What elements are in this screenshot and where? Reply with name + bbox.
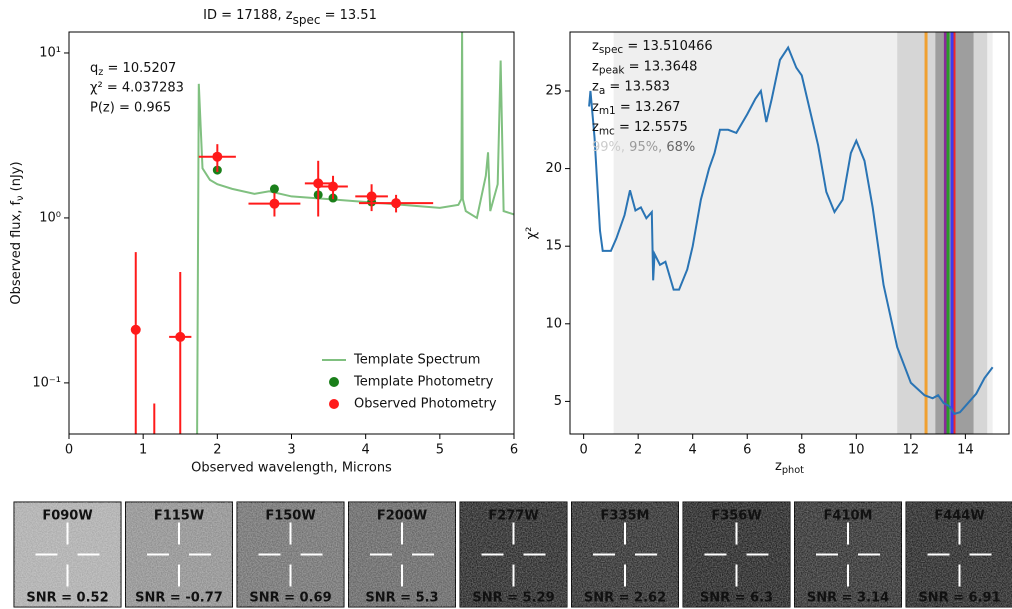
marker-label-rest: = 12.5575: [615, 120, 688, 135]
observed-point: [131, 325, 141, 335]
x-tick-label: 6: [743, 443, 751, 458]
legend-label: Observed Photometry: [354, 397, 497, 412]
x-tick-label: 0: [65, 443, 73, 458]
stamp-filter: F115W: [154, 509, 204, 524]
stamp-snr: SNR = -0.77: [135, 591, 223, 606]
x-tick-label: 14: [957, 443, 974, 458]
y-tick-label: 10⁻¹: [32, 375, 61, 390]
x-tick-label: 2: [213, 443, 221, 458]
chart-title-sub: spec: [293, 12, 321, 26]
stamp-snr: SNR = 6.91: [918, 591, 1000, 606]
stamp-filter: F410M: [824, 509, 873, 524]
annotation-text: q: [90, 61, 98, 76]
observed-point: [212, 152, 222, 162]
y-tick-label: 10¹: [39, 45, 61, 60]
x-tick-label: 5: [436, 443, 444, 458]
stamp-snr: SNR = 5.29: [472, 591, 554, 606]
marker-label-sub: mc: [599, 125, 615, 137]
band-legend: 99%, 95%, 68%: [592, 140, 695, 155]
stamp-snr: SNR = 3.14: [807, 591, 889, 606]
x-tick-label: 0: [579, 443, 587, 458]
marker-label-sub: spec: [599, 44, 624, 56]
stamp-snr: SNR = 6.3: [700, 591, 773, 606]
observed-point: [328, 182, 338, 192]
stamp-filter: F356W: [711, 509, 761, 524]
chart-title-text: ID = 17188, z: [203, 8, 293, 23]
observed-point: [269, 199, 279, 209]
stamp-filter: F444W: [934, 509, 984, 524]
stamp-filter: F200W: [377, 509, 427, 524]
annotation: χ² = 4.037283: [90, 81, 184, 96]
legend-swatch: [329, 399, 339, 409]
x-tick-label: 1: [139, 443, 147, 458]
legend-swatch: [329, 377, 339, 387]
y-axis-label-text: Observed flux, f: [9, 201, 24, 305]
x-tick-label: 2: [634, 443, 642, 458]
stamp-filter: F150W: [265, 509, 315, 524]
marker-label-rest: = 13.583: [605, 79, 670, 94]
marker-label-sub: peak: [599, 65, 626, 77]
x-tick-label: 3: [287, 443, 295, 458]
observed-point: [391, 198, 401, 208]
x-tick-label: 8: [798, 443, 806, 458]
chart-title: ID = 17188, zspec = 13.51: [203, 8, 377, 27]
y-tick-label: 25: [545, 83, 562, 98]
annotation: qz = 10.5207: [90, 61, 176, 78]
y-tick-label: 5: [554, 394, 562, 409]
y-axis-label: Observed flux, fν (nJy): [9, 161, 26, 304]
y-tick-label: 10: [545, 316, 562, 331]
template-point: [270, 184, 279, 193]
legend-label: Template Spectrum: [353, 353, 480, 368]
stamp-filter: F335M: [601, 509, 650, 524]
legend-label: Template Photometry: [353, 375, 494, 390]
chart-title-rest: = 13.51: [320, 8, 376, 23]
marker-label-sub: m1: [599, 105, 616, 117]
observed-point: [149, 464, 159, 474]
annotation-rest: = 10.5207: [103, 61, 176, 76]
y-axis-label-rest: (nJy): [9, 161, 24, 195]
x-tick-label: 12: [903, 443, 920, 458]
band-label: 68%: [666, 140, 695, 155]
band-label: 99%,: [592, 140, 629, 155]
x-tick-label: 6: [510, 443, 518, 458]
observed-point: [367, 191, 377, 201]
marker-label-rest: = 13.267: [616, 99, 681, 114]
y-tick-label: 20: [545, 161, 562, 176]
stamp-snr: SNR = 5.3: [365, 591, 438, 606]
y-axis-label: χ²: [525, 227, 540, 240]
x-axis-label: Observed wavelength, Microns: [191, 461, 392, 476]
stamp-filter: F277W: [488, 509, 538, 524]
x-tick-label: 4: [362, 443, 370, 458]
stamp-snr: SNR = 0.52: [26, 591, 108, 606]
x-axis-label: zphot: [775, 459, 804, 476]
marker-label-rest: = 13.510466: [623, 39, 712, 54]
stamp-snr: SNR = 2.62: [584, 591, 666, 606]
y-tick-label: 15: [545, 239, 562, 254]
x-tick-label: 10: [848, 443, 865, 458]
figure: ID = 17188, zspec = 13.51012345610⁻¹10⁰1…: [0, 0, 1012, 609]
marker-label-rest: = 13.3648: [624, 59, 697, 74]
x-tick-label: 4: [689, 443, 697, 458]
observed-point: [175, 332, 185, 342]
y-tick-label: 10⁰: [39, 210, 61, 225]
stamp-filter: F090W: [42, 509, 92, 524]
band-label: 95%,: [629, 140, 666, 155]
stamp-snr: SNR = 0.69: [249, 591, 331, 606]
annotation: P(z) = 0.965: [90, 101, 171, 116]
x-axis-label-sub: phot: [782, 465, 804, 476]
